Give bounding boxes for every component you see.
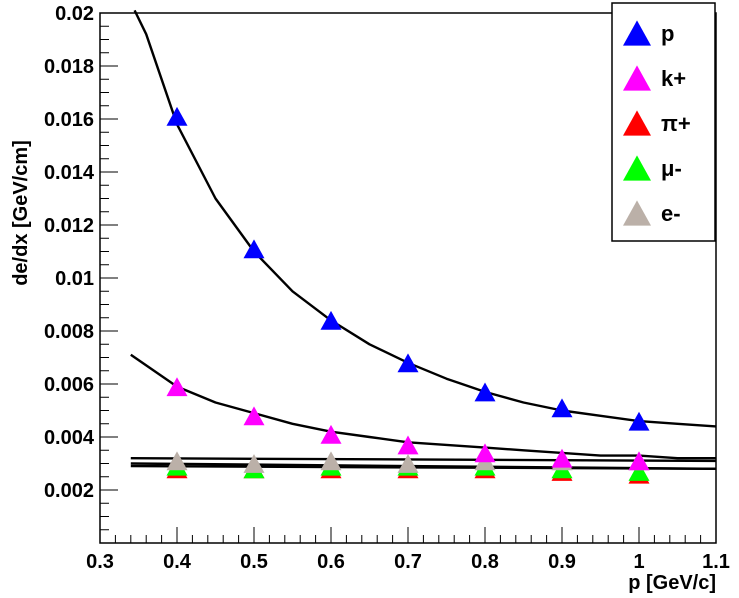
y-tick-label: 0.014 (44, 162, 95, 184)
y-tick-label: 0.02 (55, 3, 94, 25)
marker-k (551, 448, 573, 468)
y-tick-label: 0.004 (44, 427, 95, 449)
marker-k (166, 377, 188, 397)
x-tick-label: 1 (633, 551, 644, 573)
legend: p k+ π+ μ-e- (611, 2, 716, 242)
legend-label-series: π+ (661, 111, 691, 136)
legend-marker-p (623, 20, 651, 46)
marker-p (320, 310, 342, 330)
marker-p (166, 106, 188, 126)
marker-k (628, 451, 650, 471)
marker-k (243, 406, 265, 426)
marker-p (551, 398, 573, 418)
y-tick-label: 0.016 (44, 109, 94, 131)
y-tick-label: 0.018 (44, 56, 94, 78)
pi-fit-curve (130, 464, 717, 470)
e-fit-curve (130, 457, 717, 463)
x-tick-label: 0.8 (471, 551, 499, 573)
x-tick-label: 0.6 (317, 551, 345, 573)
y-tick-label: 0.008 (44, 321, 94, 343)
x-tick-label: 0.3 (86, 551, 114, 573)
marker-k (474, 443, 496, 463)
marker-series (628, 462, 650, 481)
x-tick-label: 0.4 (163, 551, 192, 573)
x-tick-label: 1.1 (702, 551, 730, 573)
y-tick-label: 0.006 (44, 374, 94, 396)
x-tick-label: 0.7 (394, 551, 422, 573)
legend-marker-series (623, 155, 651, 181)
data-points (166, 106, 650, 484)
legend-marker-e (623, 200, 651, 226)
x-axis-title: p [GeV/c] (628, 572, 716, 594)
y-axis-title: de/dx [GeV/cm] (10, 140, 32, 286)
k-fit-curve (130, 353, 716, 460)
marker-p (474, 382, 496, 402)
y-tick-label: 0.002 (44, 480, 94, 502)
y-tick-label: 0.01 (55, 268, 94, 290)
x-tick-label: 0.5 (240, 551, 268, 573)
legend-marker-k (623, 65, 651, 91)
marker-e (166, 451, 188, 471)
legend-label-k: k+ (661, 66, 686, 91)
marker-k (397, 435, 419, 455)
x-axis: 0.3 0.4 0.5 0.6 0.7 0.8 0.9 1 1.1 (86, 527, 730, 573)
marker-p (243, 239, 265, 259)
y-tick-label: 0.012 (44, 215, 94, 237)
marker-e (397, 454, 419, 473)
marker-p (628, 411, 650, 431)
legend-marker-series (623, 110, 651, 136)
marker-p (397, 353, 419, 373)
legend-label-e: e- (661, 201, 681, 226)
legend-label-series: μ- (661, 156, 682, 181)
marker-e (243, 454, 265, 473)
legend-label-p: p (661, 21, 674, 46)
x-tick-label: 0.9 (548, 551, 576, 573)
marker-e (320, 451, 342, 471)
y-axis: 0.002 0.004 0.006 0.008 0.01 0.012 0.014 0.016 0… (44, 3, 118, 544)
marker-k (320, 424, 342, 444)
